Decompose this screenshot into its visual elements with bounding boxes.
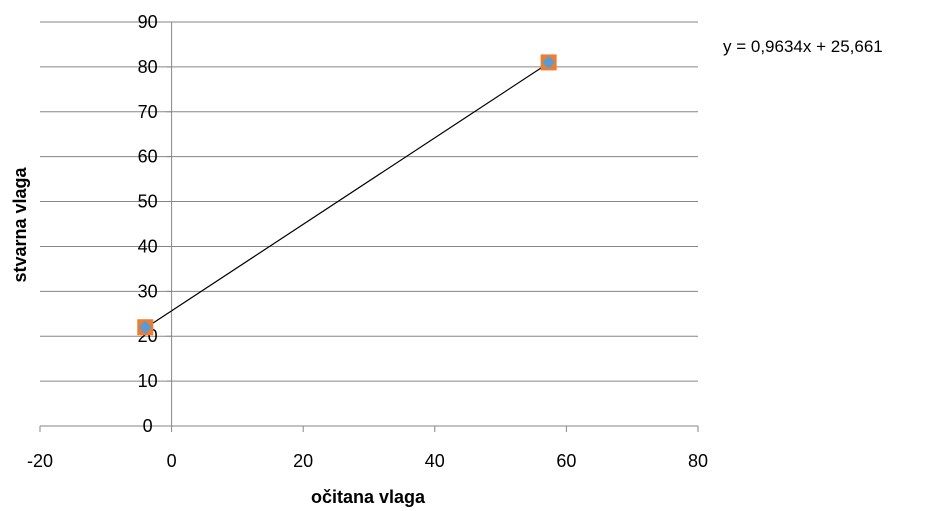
y-tick-label: 30 [138, 281, 158, 301]
axes [39, 21, 699, 432]
y-tick-label: 10 [138, 371, 158, 391]
trendline-equation: y = 0,9634x + 25,661 [723, 37, 883, 56]
y-tick-label: 0 [143, 416, 153, 436]
trendline-group [144, 62, 549, 329]
y-tick-label: 70 [138, 102, 158, 122]
x-axis-title: očitana vlaga [311, 487, 426, 507]
y-tick-label: 90 [138, 12, 158, 32]
x-tick-label: 0 [167, 451, 177, 471]
data-points [137, 54, 557, 336]
x-tick-label: 20 [293, 451, 313, 471]
y-axis-title: stvarna vlaga [10, 166, 30, 282]
y-tick-label: 40 [138, 236, 158, 256]
y-tick-label: 80 [138, 57, 158, 77]
x-tick-label: 40 [425, 451, 445, 471]
data-point-diamond [542, 55, 556, 69]
gridlines [40, 21, 698, 382]
x-tick-label: 60 [556, 451, 576, 471]
x-tick-label: -20 [27, 451, 53, 471]
y-tick-label: 60 [138, 147, 158, 167]
trendline [144, 62, 549, 329]
y-tick-label: 50 [138, 192, 158, 212]
x-tick-label: 80 [688, 451, 708, 471]
data-point-diamond [138, 320, 152, 334]
